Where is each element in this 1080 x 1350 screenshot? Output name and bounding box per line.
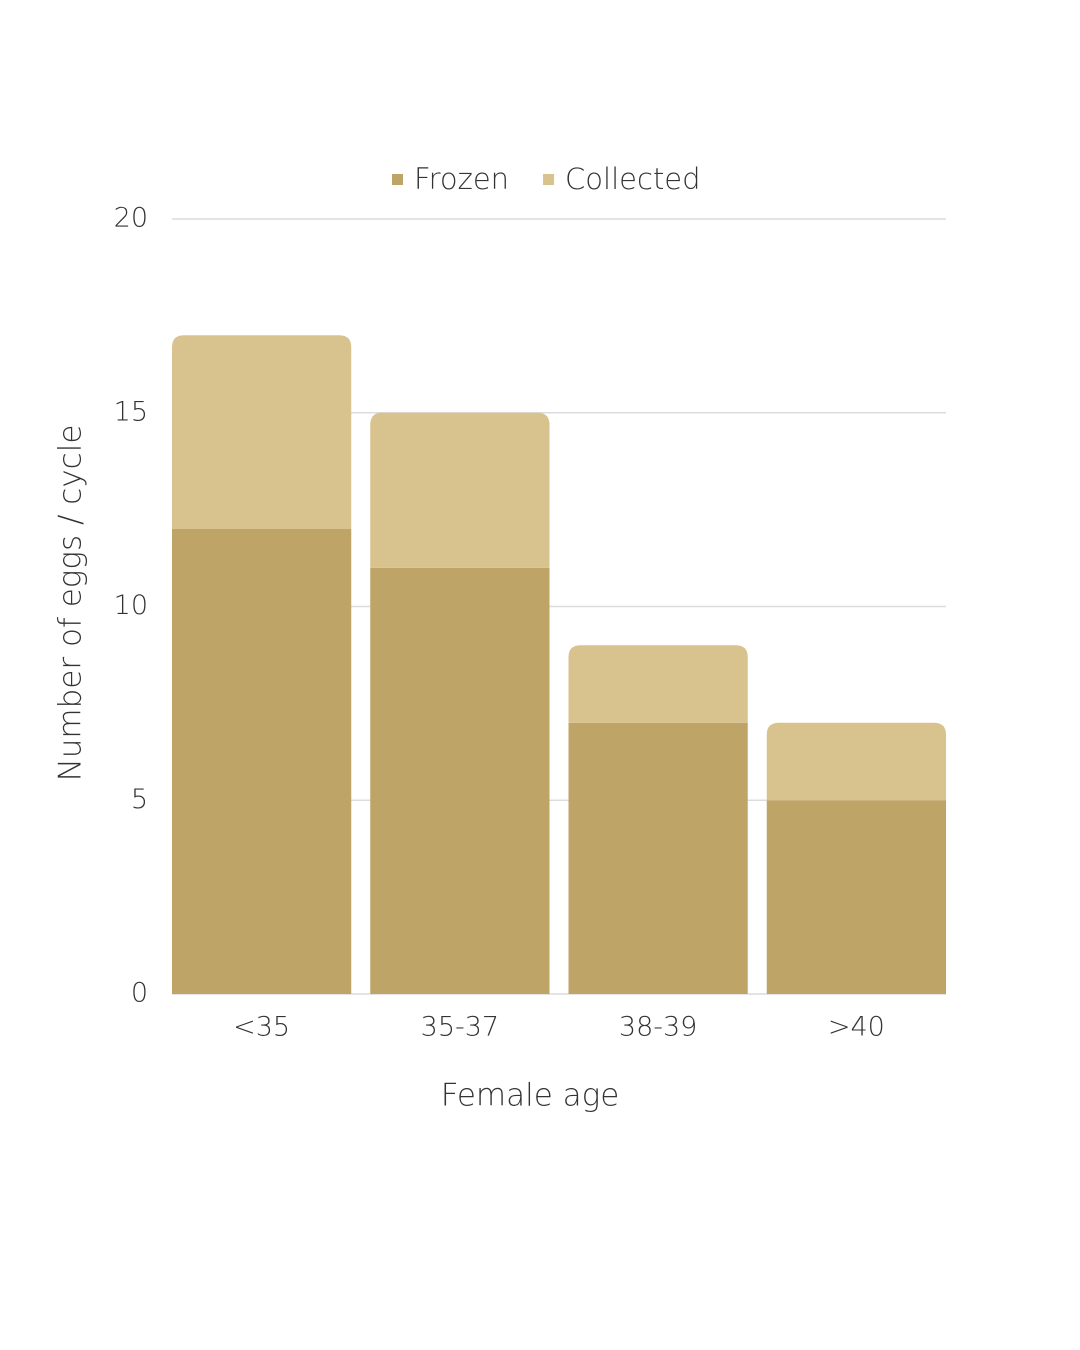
bar-segment <box>370 567 550 994</box>
y-tick-label: 5 <box>131 784 148 815</box>
y-axis-title: Number of eggs / cycle <box>53 425 89 782</box>
bar-segment <box>370 412 550 568</box>
x-tick-label: 38-39 <box>619 1012 697 1043</box>
x-axis-title: Female age <box>441 1078 620 1114</box>
bar-segment <box>766 800 946 994</box>
x-tick-label: >40 <box>828 1012 885 1043</box>
y-tick-label: 20 <box>114 203 148 234</box>
bar-segment <box>172 529 352 994</box>
legend-swatch <box>543 174 555 185</box>
y-tick-label: 15 <box>114 396 148 427</box>
bar-segment <box>766 722 946 801</box>
legend-label: Collected <box>565 162 701 196</box>
legend-label: Frozen <box>414 162 509 196</box>
bar-segment <box>568 722 748 994</box>
bar-segment <box>568 645 748 723</box>
x-tick-label: <35 <box>233 1012 290 1043</box>
y-tick-label: 0 <box>131 978 148 1009</box>
legend-swatch <box>392 174 403 185</box>
x-tick-label: 35-37 <box>421 1012 499 1043</box>
bar-segment <box>172 335 352 529</box>
y-tick-label: 10 <box>114 590 148 621</box>
